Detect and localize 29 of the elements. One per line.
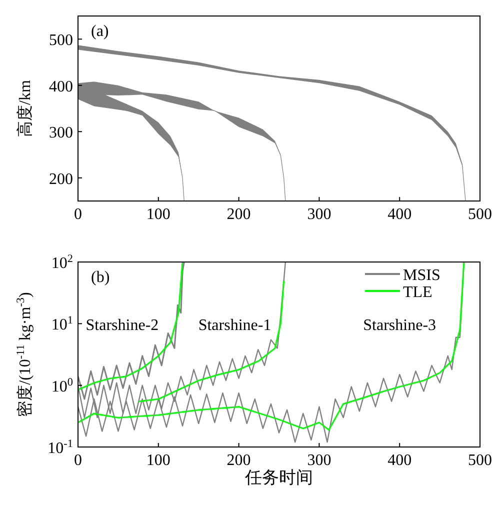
annotation: (b) — [91, 269, 110, 286]
y-tick-label: 500 — [49, 32, 73, 50]
x-tick-label: 400 — [388, 206, 412, 223]
annotation: Starshine-1 — [198, 317, 272, 334]
legend-label: TLE — [403, 284, 432, 301]
x-tick-label: 100 — [146, 452, 170, 469]
x-tick-label: 300 — [307, 452, 332, 469]
x-tick-label: 400 — [388, 452, 412, 469]
x-tick-label: 300 — [307, 206, 332, 223]
x-tick-label: 500 — [468, 206, 492, 223]
x-tick-label: 0 — [74, 452, 82, 469]
y-tick-label: 300 — [49, 124, 73, 142]
x-tick-label: 500 — [468, 452, 492, 469]
x-tick-label: 0 — [74, 206, 82, 223]
y-tick-label: 10$^{1}$ — [51, 314, 73, 334]
x-axis-title: 任务时间 — [244, 468, 313, 487]
y-tick-label: 200 — [49, 170, 73, 188]
x-tick-label: 200 — [226, 206, 251, 223]
annotation: Starshine-2 — [86, 317, 159, 334]
annotation: (a) — [91, 23, 109, 40]
x-tick-label: 100 — [146, 206, 170, 223]
y-tick-label: 10$^{-1}$ — [48, 438, 73, 457]
y-axis-title: 高度/km — [16, 80, 34, 137]
annotation: Starshine-3 — [363, 317, 436, 334]
x-tick-label: 200 — [226, 452, 251, 469]
y-tick-label: 10$^{0}$ — [51, 376, 74, 396]
y-tick-label: 400 — [49, 78, 73, 96]
y-tick-label: 10$^{2}$ — [51, 253, 73, 272]
legend-label: MSIS — [403, 267, 440, 284]
